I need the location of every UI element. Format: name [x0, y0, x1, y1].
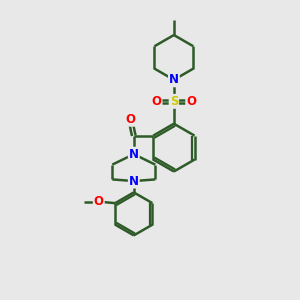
Text: O: O	[125, 113, 135, 126]
Text: O: O	[152, 95, 162, 108]
Text: N: N	[169, 73, 179, 86]
Text: N: N	[129, 148, 139, 161]
Text: N: N	[129, 175, 139, 188]
Text: O: O	[186, 95, 196, 108]
Text: O: O	[94, 195, 104, 208]
Text: S: S	[169, 95, 178, 108]
